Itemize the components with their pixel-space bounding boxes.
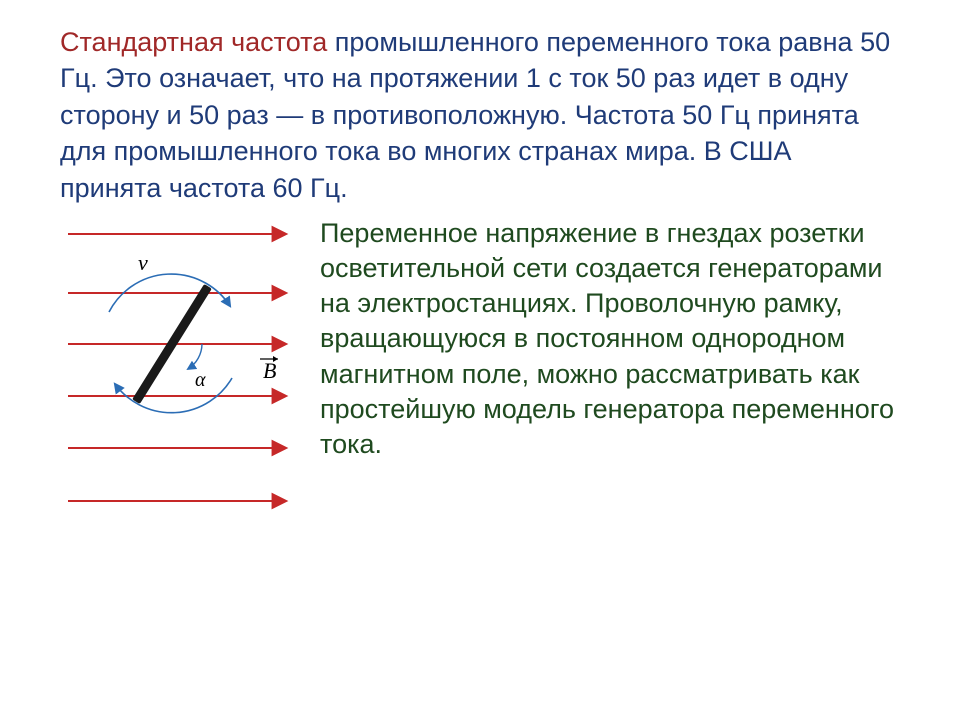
paragraph-frequency: Стандартная частота промышленного переме… [60, 24, 900, 206]
generator-diagram: ν B α [60, 216, 305, 516]
label-B-vector: B [260, 356, 278, 383]
label-B: B [263, 358, 276, 383]
diagram-svg: ν B α [60, 216, 305, 516]
paragraph-generator: Переменное напряжение в гнездах розетки … [320, 216, 900, 462]
angle-alpha-marker [188, 344, 202, 369]
label-alpha: α [195, 369, 206, 391]
row-diagram-and-text: ν B α Переменное напряжение в гнездах ро… [60, 216, 900, 462]
label-nu: ν [138, 250, 148, 275]
lead-phrase: Стандартная частота [60, 27, 327, 57]
slide-page: Стандартная частота промышленного переме… [0, 0, 960, 720]
